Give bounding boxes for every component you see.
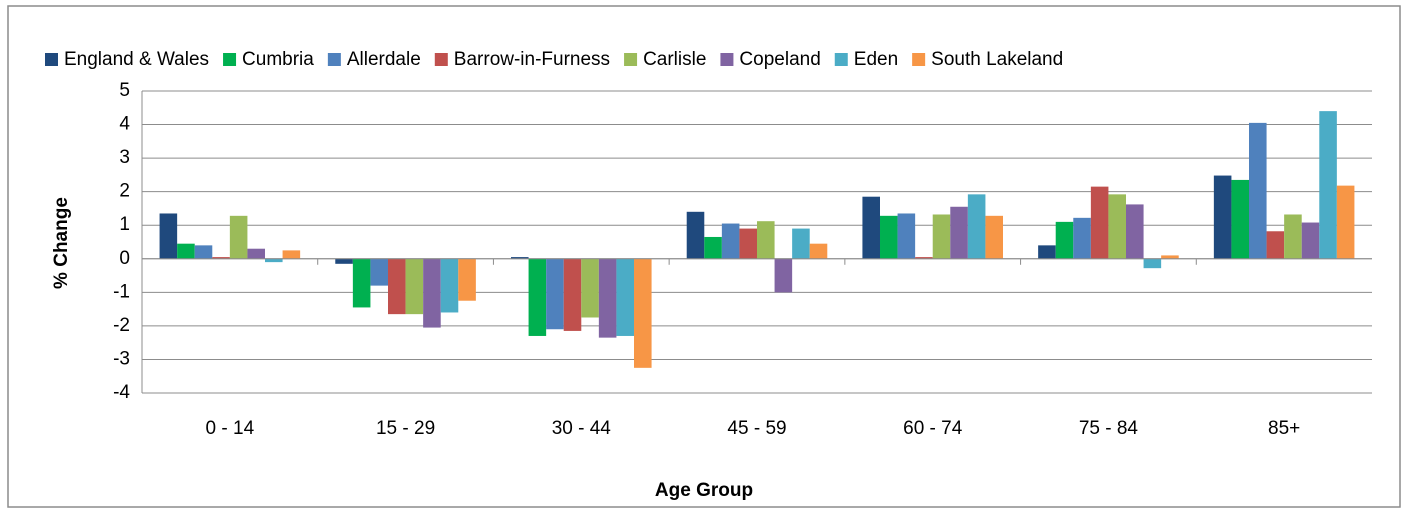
bar bbox=[1249, 122, 1267, 259]
legend-label: Barrow-in-Furness bbox=[454, 49, 610, 70]
bar bbox=[546, 258, 564, 330]
bar bbox=[440, 258, 459, 313]
bar bbox=[229, 215, 248, 259]
bar bbox=[950, 206, 968, 259]
x-tick-label: 60 - 74 bbox=[903, 418, 963, 439]
bar bbox=[388, 258, 406, 315]
bar bbox=[721, 223, 740, 259]
bar bbox=[634, 258, 652, 368]
bar bbox=[1319, 111, 1337, 259]
legend-swatch bbox=[720, 53, 734, 66]
bar bbox=[985, 215, 1003, 259]
bar bbox=[1126, 204, 1144, 259]
y-tick-label: 3 bbox=[119, 147, 130, 168]
bar bbox=[774, 258, 793, 293]
bar bbox=[880, 215, 898, 259]
bar bbox=[809, 243, 828, 259]
bar bbox=[458, 258, 476, 301]
bar bbox=[932, 214, 951, 259]
bar bbox=[282, 250, 301, 259]
x-tick-label: 75 - 84 bbox=[1079, 418, 1139, 439]
legend-label: England & Wales bbox=[64, 49, 209, 70]
bar bbox=[1055, 221, 1074, 259]
y-tick-label: -1 bbox=[113, 281, 130, 302]
bar bbox=[177, 243, 195, 259]
bar bbox=[1143, 258, 1162, 269]
bar bbox=[1213, 175, 1232, 259]
bar bbox=[792, 228, 810, 259]
bar bbox=[1108, 194, 1126, 259]
bar bbox=[757, 221, 775, 259]
y-tick-label: -2 bbox=[113, 315, 130, 336]
bar bbox=[598, 258, 617, 338]
bar bbox=[370, 258, 388, 286]
x-tick-label: 45 - 59 bbox=[727, 418, 786, 439]
x-tick-label: 15 - 29 bbox=[376, 418, 435, 439]
bar bbox=[915, 257, 933, 259]
bar bbox=[352, 258, 371, 308]
legend-label: Copeland bbox=[739, 49, 820, 70]
legend-label: Eden bbox=[854, 49, 898, 70]
bar bbox=[1073, 217, 1091, 259]
bar bbox=[967, 194, 986, 259]
bar bbox=[581, 258, 599, 318]
x-axis-title: Age Group bbox=[655, 480, 753, 501]
x-tick-label: 85+ bbox=[1268, 418, 1300, 439]
bar bbox=[686, 211, 705, 259]
bar bbox=[739, 228, 757, 259]
bar bbox=[212, 257, 230, 259]
bar bbox=[423, 258, 441, 328]
legend-swatch bbox=[912, 53, 926, 66]
bar bbox=[1090, 186, 1109, 259]
bar bbox=[616, 258, 634, 336]
legend-label: South Lakeland bbox=[931, 49, 1063, 70]
bar bbox=[1161, 255, 1179, 259]
bar bbox=[862, 196, 880, 259]
y-tick-label: -3 bbox=[113, 348, 130, 369]
bar bbox=[159, 213, 178, 259]
bar bbox=[1301, 222, 1320, 259]
legend-swatch bbox=[624, 53, 638, 66]
legend-swatch bbox=[327, 53, 341, 66]
y-tick-label: 2 bbox=[119, 181, 130, 202]
bar bbox=[1231, 179, 1249, 259]
bar bbox=[1284, 214, 1302, 259]
bar bbox=[897, 213, 916, 259]
legend-label: Allerdale bbox=[347, 49, 421, 70]
bar bbox=[1336, 185, 1355, 259]
bar bbox=[247, 248, 265, 259]
x-tick-label: 30 - 44 bbox=[552, 418, 612, 439]
bar bbox=[563, 258, 582, 331]
bar bbox=[511, 257, 529, 259]
y-tick-label: 5 bbox=[119, 80, 130, 101]
y-tick-label: -4 bbox=[113, 382, 130, 403]
bar bbox=[265, 258, 283, 263]
bar bbox=[1038, 245, 1056, 259]
bar bbox=[528, 258, 547, 336]
bar bbox=[194, 245, 213, 259]
bar bbox=[1266, 231, 1285, 259]
legend-label: Cumbria bbox=[242, 49, 314, 70]
y-axis-title: % Change bbox=[51, 197, 72, 289]
bar bbox=[335, 258, 353, 264]
y-tick-label: 0 bbox=[119, 248, 130, 269]
x-tick-label: 0 - 14 bbox=[206, 418, 255, 439]
y-tick-label: 4 bbox=[119, 114, 130, 135]
legend-swatch bbox=[45, 53, 58, 66]
legend-swatch bbox=[834, 53, 848, 66]
legend-label: Carlisle bbox=[643, 49, 706, 70]
legend-swatch bbox=[223, 53, 237, 66]
legend-swatch bbox=[434, 53, 448, 66]
bar bbox=[405, 258, 424, 315]
bar bbox=[704, 236, 722, 259]
y-tick-label: 1 bbox=[119, 214, 130, 235]
